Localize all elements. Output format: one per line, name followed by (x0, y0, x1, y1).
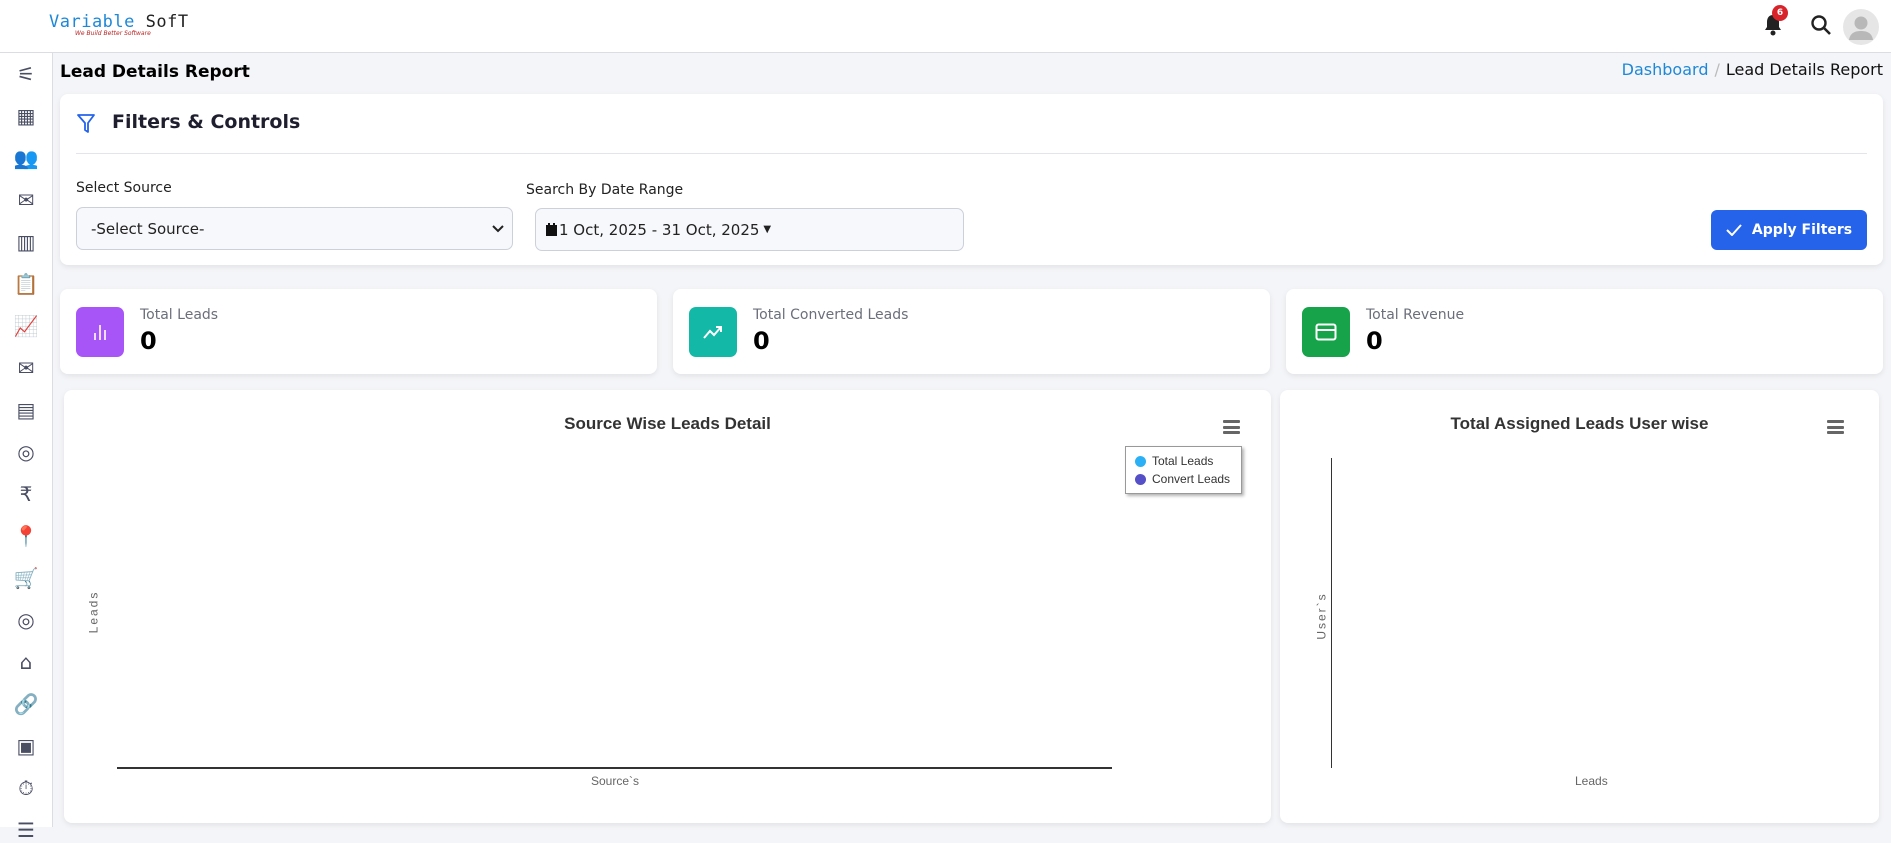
logo[interactable]: Variable SofT We Build Better Software (49, 12, 189, 37)
legend-label: Total Leads (1152, 454, 1214, 468)
building-icon[interactable]: ▤ (16, 398, 36, 422)
trending-up-icon (689, 307, 737, 357)
clipboard-list-icon[interactable]: 📋 (13, 272, 39, 296)
id-card-icon[interactable]: ▣ (16, 734, 36, 758)
breadcrumb-dashboard-link[interactable]: Dashboard (1621, 60, 1709, 79)
pin-icon[interactable]: 📍 (13, 524, 39, 548)
legend-item-total-leads[interactable]: Total Leads (1135, 452, 1232, 470)
line-chart-icon[interactable]: 📈 (13, 314, 39, 338)
date-range-label: Search By Date Range (526, 182, 684, 198)
date-range-value: 1 Oct, 2025 - 31 Oct, 2025 (559, 220, 760, 239)
filters-card: Filters & Controls Select Source -Select… (60, 94, 1883, 265)
legend-item-convert-leads[interactable]: Convert Leads (1135, 470, 1232, 488)
caret-down-icon: ▼ (763, 224, 772, 235)
stopwatch-icon[interactable]: ⏱ (18, 776, 34, 800)
breadcrumb-current: Lead Details Report (1725, 60, 1883, 79)
y-axis-label: Leads (86, 590, 101, 634)
breadcrumb: Dashboard / Lead Details Report (1621, 60, 1883, 79)
bar-chart-icon (76, 307, 124, 357)
avatar[interactable] (1843, 9, 1879, 45)
chart-menu-icon[interactable] (1223, 420, 1240, 434)
chart-legend: Total Leads Convert Leads (1125, 446, 1242, 494)
grid-icon[interactable]: ▦ (16, 104, 36, 128)
user-wise-leads-chart: Total Assigned Leads User wise Leads Use… (1280, 390, 1879, 823)
source-label: Select Source (76, 180, 172, 196)
cart-icon[interactable]: 🛒 (13, 566, 39, 590)
calendar-icon (546, 223, 557, 236)
top-header: Variable SofT We Build Better Software 6 (0, 0, 1891, 53)
envelope-icon[interactable]: ✉ (17, 356, 35, 380)
logo-accent: SofT (145, 12, 189, 32)
sidebar: ⚟ ▦ 👥 ✉ ▥ 📋 📈 ✉ ▤ ◎ ₹ 📍 🛒 ◎ ⌂ 🔗 ▣ ⏱ ☰ (0, 53, 53, 842)
check-icon (1726, 224, 1742, 236)
apply-filters-button[interactable]: Apply Filters (1711, 210, 1867, 250)
chart-title: Source Wise Leads Detail (564, 414, 771, 433)
stat-label: Total Revenue (1366, 307, 1465, 323)
bar-chart-icon[interactable]: ▥ (16, 230, 36, 254)
whatsapp-icon[interactable]: ◎ (17, 440, 35, 464)
stat-card-total-leads: Total Leads 0 (60, 289, 657, 374)
x-axis-line (117, 767, 1112, 769)
chevron-down-icon (492, 224, 504, 232)
x-axis-label: Source`s (591, 774, 640, 788)
envelope-open-icon[interactable]: ✉ (17, 188, 35, 212)
apply-filters-label: Apply Filters (1751, 222, 1853, 238)
stat-value: 0 (1366, 327, 1383, 355)
stat-label: Total Converted Leads (753, 307, 909, 323)
whatsapp-icon[interactable]: ◎ (17, 608, 35, 632)
logo-text: Variable (49, 12, 135, 32)
search-icon[interactable] (1810, 14, 1832, 36)
y-axis-line (1331, 458, 1332, 768)
stat-label: Total Leads (140, 307, 219, 323)
stat-card-total-revenue: Total Revenue 0 (1286, 289, 1883, 374)
chart-menu-icon[interactable] (1827, 420, 1844, 434)
sliders-icon[interactable]: ⚟ (17, 62, 35, 86)
stat-card-converted-leads: Total Converted Leads 0 (673, 289, 1270, 374)
filters-title: Filters & Controls (112, 111, 301, 133)
page-title: Lead Details Report (60, 62, 250, 82)
list-icon[interactable]: ☰ (17, 818, 35, 842)
source-select[interactable]: -Select Source- (76, 207, 513, 250)
date-range-input[interactable]: 1 Oct, 2025 - 31 Oct, 2025 ▼ (535, 208, 964, 251)
divider (76, 153, 1867, 154)
source-select-value: -Select Source- (91, 219, 205, 238)
users-gear-icon[interactable]: 👥 (13, 146, 39, 170)
source-wise-leads-chart: Source Wise Leads Detail Total Leads Con… (64, 390, 1271, 823)
legend-label: Convert Leads (1152, 472, 1231, 486)
filter-icon (77, 114, 95, 133)
home-icon[interactable]: ⌂ (19, 650, 33, 674)
y-axis-label: User`s (1314, 592, 1329, 640)
logo-tagline: We Build Better Software (75, 30, 151, 37)
chart-title: Total Assigned Leads User wise (1450, 414, 1709, 433)
stat-value: 0 (140, 327, 157, 355)
x-axis-label: Leads (1575, 774, 1608, 788)
link-icon[interactable]: 🔗 (13, 692, 39, 716)
stat-value: 0 (753, 327, 770, 355)
rupee-icon[interactable]: ₹ (19, 482, 33, 506)
credit-card-icon (1302, 307, 1350, 357)
notification-badge: 6 (1772, 5, 1788, 21)
